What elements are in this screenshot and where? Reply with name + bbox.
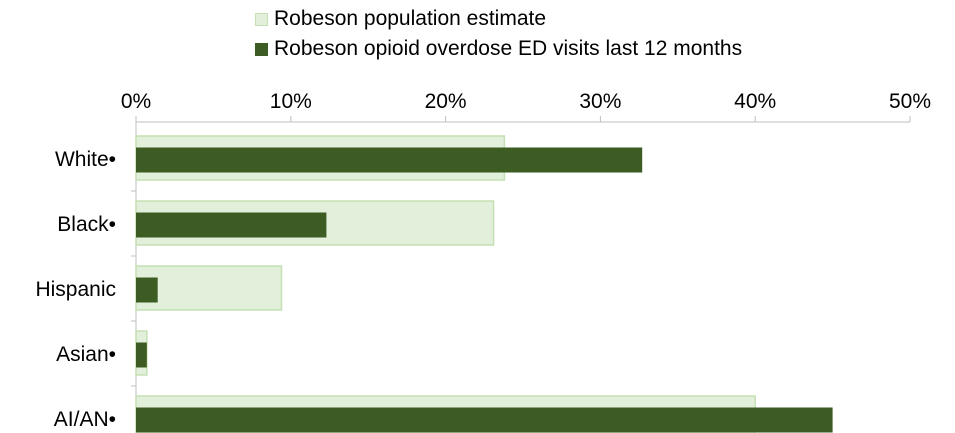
x-tick-label-0: 0% bbox=[121, 90, 151, 113]
category-label-4: AI/AN• bbox=[54, 408, 116, 431]
legend-item-population: Robeson population estimate bbox=[255, 4, 742, 34]
legend-item-overdose: Robeson opioid overdose ED visits last 1… bbox=[255, 34, 742, 64]
category-label-3: Asian• bbox=[56, 343, 116, 366]
x-tick-label-5: 50% bbox=[889, 90, 931, 113]
x-tick-label-4: 40% bbox=[734, 90, 776, 113]
legend: Robeson population estimate Robeson opio… bbox=[255, 4, 742, 64]
category-label-0: White• bbox=[55, 148, 116, 171]
x-tick-label-2: 20% bbox=[425, 90, 467, 113]
bar-overdose-1 bbox=[136, 212, 327, 238]
category-label-1: Black• bbox=[57, 213, 116, 236]
x-tick-label-3: 30% bbox=[579, 90, 621, 113]
bar-population-2 bbox=[135, 265, 283, 311]
legend-label-overdose: Robeson opioid overdose ED visits last 1… bbox=[274, 37, 743, 60]
bar-overdose-4 bbox=[136, 407, 833, 433]
category-label-2: Hispanic bbox=[35, 278, 116, 301]
bar-overdose-2 bbox=[136, 277, 158, 303]
bar-overdose-0 bbox=[136, 147, 643, 173]
legend-swatch-overdose bbox=[255, 42, 268, 56]
bar-overdose-3 bbox=[136, 342, 147, 368]
legend-swatch-population bbox=[255, 12, 268, 26]
x-tick-label-1: 10% bbox=[270, 90, 312, 113]
legend-label-population: Robeson population estimate bbox=[274, 7, 547, 30]
